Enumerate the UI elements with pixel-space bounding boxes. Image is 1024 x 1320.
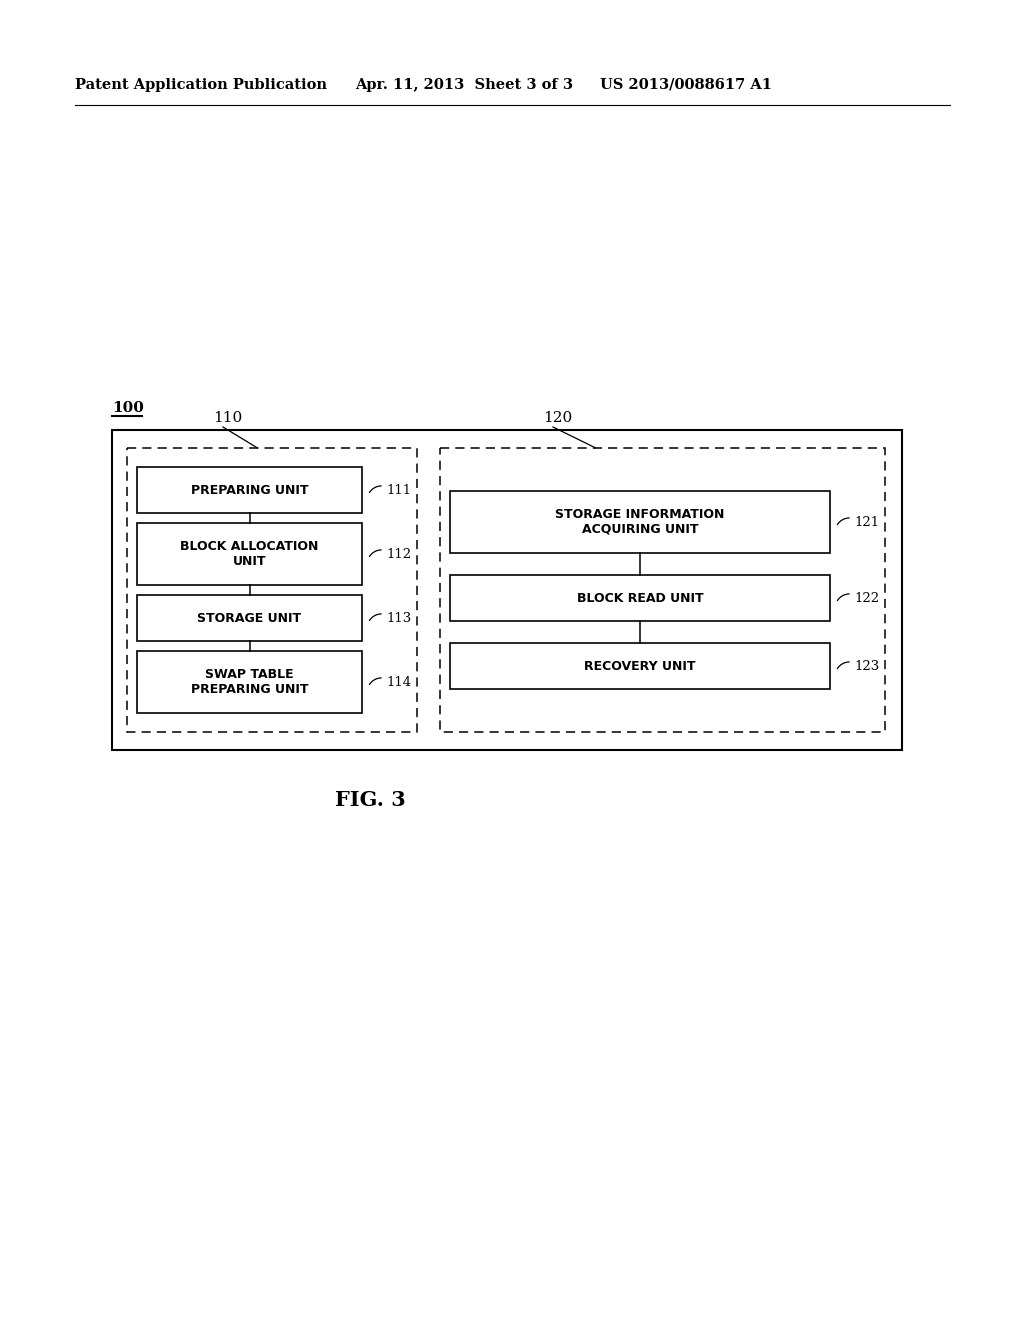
Text: 114: 114	[386, 676, 411, 689]
Text: STORAGE UNIT: STORAGE UNIT	[198, 611, 301, 624]
Text: BLOCK ALLOCATION
UNIT: BLOCK ALLOCATION UNIT	[180, 540, 318, 568]
Text: PREPARING UNIT: PREPARING UNIT	[190, 483, 308, 496]
Text: Patent Application Publication: Patent Application Publication	[75, 78, 327, 92]
Bar	[450, 576, 830, 620]
Text: 121: 121	[854, 516, 880, 528]
Text: 112: 112	[386, 548, 411, 561]
Text: US 2013/0088617 A1: US 2013/0088617 A1	[600, 78, 772, 92]
Bar	[112, 430, 902, 750]
Text: SWAP TABLE
PREPARING UNIT: SWAP TABLE PREPARING UNIT	[190, 668, 308, 696]
Bar	[137, 523, 362, 585]
Text: 113: 113	[386, 611, 412, 624]
Text: BLOCK READ UNIT: BLOCK READ UNIT	[577, 591, 703, 605]
Text: STORAGE INFORMATION
ACQUIRING UNIT: STORAGE INFORMATION ACQUIRING UNIT	[555, 508, 725, 536]
Text: 122: 122	[854, 591, 880, 605]
Text: 100: 100	[112, 401, 144, 414]
Text: FIG. 3: FIG. 3	[335, 789, 406, 810]
Text: 111: 111	[386, 483, 411, 496]
Bar	[440, 447, 885, 733]
Bar	[450, 491, 830, 553]
Bar	[137, 651, 362, 713]
Bar	[137, 467, 362, 513]
Text: 120: 120	[544, 411, 572, 425]
Bar	[137, 595, 362, 642]
Text: RECOVERY UNIT: RECOVERY UNIT	[585, 660, 695, 672]
Bar	[450, 643, 830, 689]
Bar	[127, 447, 417, 733]
Text: 123: 123	[854, 660, 880, 672]
Text: Apr. 11, 2013  Sheet 3 of 3: Apr. 11, 2013 Sheet 3 of 3	[355, 78, 573, 92]
Text: 110: 110	[213, 411, 243, 425]
